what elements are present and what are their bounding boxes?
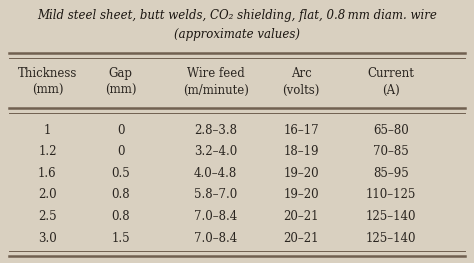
Text: 4.0–4.8: 4.0–4.8 [194,167,237,180]
Text: (A): (A) [382,84,400,97]
Text: (mm): (mm) [32,84,63,97]
Text: 1: 1 [44,124,51,137]
Text: (approximate values): (approximate values) [174,28,300,41]
Text: 0.8: 0.8 [111,188,130,201]
Text: (volts): (volts) [283,84,319,97]
Text: 1.2: 1.2 [38,145,57,158]
Text: 3.2–4.0: 3.2–4.0 [194,145,237,158]
Text: 85–95: 85–95 [373,167,409,180]
Text: 3.0: 3.0 [38,231,57,245]
Text: Wire feed: Wire feed [187,67,245,80]
Text: 7.0–8.4: 7.0–8.4 [194,231,237,245]
Text: 5.8–7.0: 5.8–7.0 [194,188,237,201]
Text: 70–85: 70–85 [373,145,409,158]
Text: 16–17: 16–17 [283,124,319,137]
Text: 19–20: 19–20 [283,167,319,180]
Text: 1.5: 1.5 [111,231,130,245]
Text: (mm): (mm) [105,84,137,97]
Text: Current: Current [368,67,414,80]
Text: 20–21: 20–21 [283,231,319,245]
Text: Thickness: Thickness [18,67,77,80]
Text: 125–140: 125–140 [366,231,416,245]
Text: 2.8–3.8: 2.8–3.8 [194,124,237,137]
Text: 0.8: 0.8 [111,210,130,223]
Text: 65–80: 65–80 [373,124,409,137]
Text: 7.0–8.4: 7.0–8.4 [194,210,237,223]
Text: 1.6: 1.6 [38,167,57,180]
Text: 0: 0 [117,124,125,137]
Text: Arc: Arc [291,67,311,80]
Text: Gap: Gap [109,67,133,80]
Text: Mild steel sheet, butt welds, CO₂ shielding, flat, 0.8 mm diam. wire: Mild steel sheet, butt welds, CO₂ shield… [37,9,437,22]
Text: 18–19: 18–19 [283,145,319,158]
Text: 110–125: 110–125 [366,188,416,201]
Text: (m/minute): (m/minute) [183,84,248,97]
Text: 2.5: 2.5 [38,210,57,223]
Text: 125–140: 125–140 [366,210,416,223]
Text: 19–20: 19–20 [283,188,319,201]
Text: 2.0: 2.0 [38,188,57,201]
Text: 0: 0 [117,145,125,158]
Text: 0.5: 0.5 [111,167,130,180]
Text: 20–21: 20–21 [283,210,319,223]
